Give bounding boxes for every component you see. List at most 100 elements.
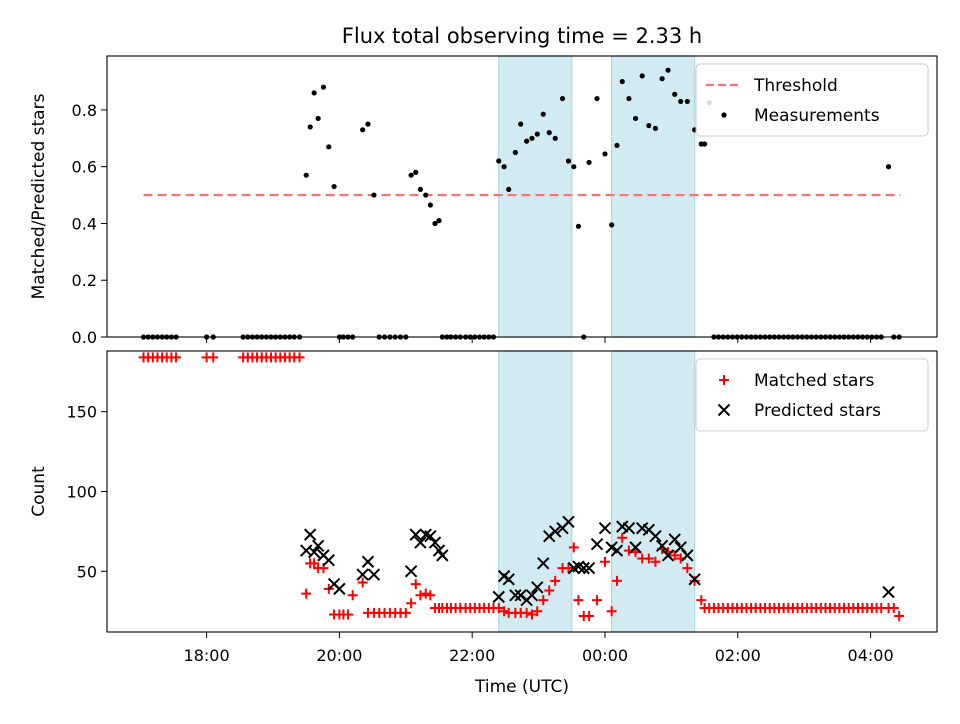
measurement-point [467,334,473,340]
y-axis-label: Matched/Predicted stars [29,93,49,299]
matched-star-point [617,532,628,543]
predicted-star-point [303,528,317,541]
measurement-point [776,334,782,340]
measurement-point [748,334,754,340]
legend-label: Threshold [753,76,838,96]
matched-star-point [696,595,707,606]
measurement-point [387,334,393,340]
measurement-point [771,334,777,340]
x-tick-label: 00:00 [582,646,628,665]
matched-star-point [573,595,584,606]
shaded-interval-0-1 [611,55,696,338]
matched-star-point [493,603,504,614]
predicted-star-point [333,582,346,596]
x-tick-label: 04:00 [848,646,894,665]
matched-star-point [294,352,305,363]
measurement-point [210,334,216,340]
predicted-star-point [525,589,539,602]
measurement-point [725,334,731,340]
x-tick-label: 02:00 [715,646,761,665]
measurement-point [303,172,309,178]
measurement-point [822,334,829,340]
measurement-point [632,115,639,122]
measurement-point [586,159,592,166]
measurement-point [476,334,483,340]
measurement-point [594,95,600,102]
measurement-point [529,135,535,141]
measurement-point [376,334,382,340]
matched-star-point [650,556,661,567]
legend-label: Measurements [754,106,880,126]
measurement-point [891,334,897,340]
measurement-point [626,95,632,102]
measurement-point [350,334,356,340]
measurement-point [154,334,161,340]
predicted-star-point [531,581,544,594]
measurement-point [462,334,469,340]
predicted-star-point [629,541,642,554]
measurement-point [873,334,880,340]
measurement-point [885,164,892,170]
measurement-point [326,144,332,150]
measurement-point [665,67,671,73]
measurement-point [417,186,424,193]
matched-star-point [611,575,622,586]
predicted-star-point [655,539,669,552]
matched-star-point [894,611,905,622]
measurement-point [140,334,147,340]
measurement-point [781,334,787,340]
measurement-point [734,334,740,340]
measurement-point [481,334,487,340]
matched-star-point [682,563,693,574]
measurement-point [753,334,759,340]
matched-star-point [563,563,574,574]
measurement-point [245,334,251,340]
matched-star-point [568,542,579,553]
measurement-point [614,142,620,149]
legend-box [695,63,929,137]
shaded-interval-0-0 [498,55,573,338]
measurement-point [836,334,842,340]
predicted-star-point [322,553,335,567]
measurement-point [501,164,507,170]
measurement-point [672,91,678,97]
predicted-star-point [509,589,522,602]
measurement-point [472,334,478,340]
measurement-point [559,95,566,102]
predicted-star-point [610,544,624,557]
predicted-star-point [424,529,437,543]
y-tick-label: 0.6 [72,158,97,177]
x-axis-label: Time (UTC) [474,677,569,697]
measurement-point [307,124,313,130]
measurement-point [659,76,665,82]
measurement-point [652,125,659,131]
predicted-star-point [414,536,427,549]
predicted-star-point [688,573,701,586]
measurement-point [320,84,327,90]
chart-title: Flux total observing time = 2.33 h [342,24,702,48]
measurement-point [150,334,156,340]
legend-swatch-predicted [717,403,731,417]
matched-star-point [643,553,654,564]
series-matched-stars [138,352,905,622]
measurement-point [296,334,303,340]
legend-swatch-measurements [721,112,727,118]
predicted-star-point [307,545,321,559]
measurement-point [311,90,317,96]
measurement-point [619,78,625,85]
measurement-point [767,334,773,340]
predicted-star-point [367,568,381,581]
matched-star-point [689,575,700,586]
measurement-point [496,158,502,164]
predicted-star-point [882,585,895,599]
measurement-point [552,135,558,141]
measurement-point [684,98,690,105]
predicted-star-point [649,529,662,543]
legend-panel-1: Matched stars Predicted stars [695,358,929,432]
matched-star-point [400,607,411,618]
legend-label: Predicted stars [754,401,881,421]
y-axis-label: Count [29,466,49,517]
matched-star-point [357,577,368,588]
predicted-star-point [404,565,418,578]
